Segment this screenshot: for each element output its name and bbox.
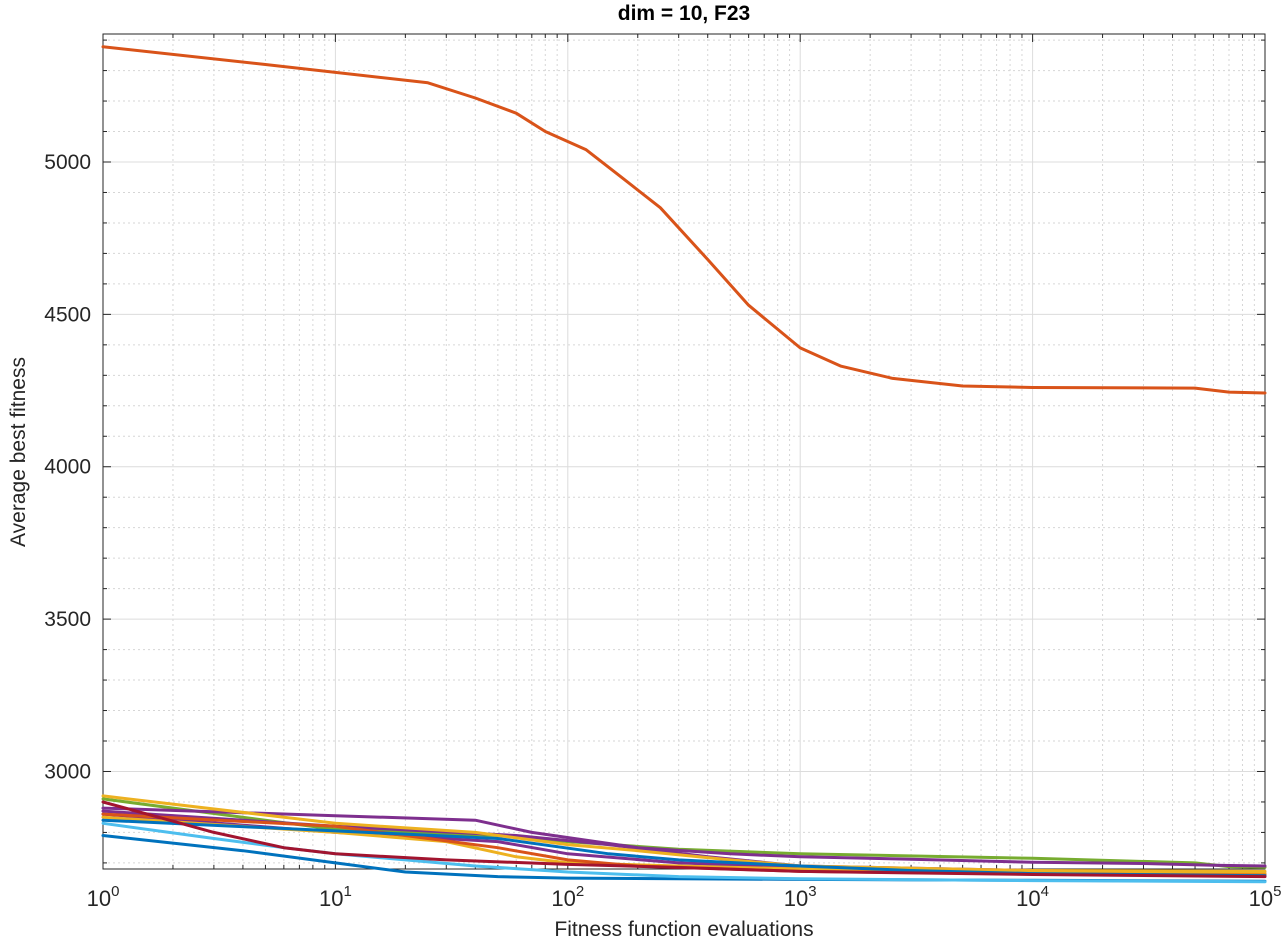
series-line-12 — [101, 800, 1267, 879]
y-tick-label: 3500 — [44, 608, 91, 631]
series-line-1 — [101, 45, 1267, 395]
y-tick-label: 5000 — [44, 151, 91, 174]
x-tick-label: 105 — [1249, 883, 1282, 911]
axis-ticks — [102, 34, 1266, 869]
series-line-11 — [101, 821, 1267, 884]
x-axis-label: Fitness function evaluations — [554, 918, 814, 941]
y-tick-label: 4500 — [44, 303, 91, 326]
series-line-3 — [101, 806, 1267, 868]
series-line-6 — [101, 794, 1267, 873]
grid-lines — [102, 34, 1266, 869]
y-tick-label: 3000 — [44, 760, 91, 783]
y-tick-label: 4000 — [44, 456, 91, 479]
x-tick-label: 103 — [784, 883, 817, 911]
chart-title: dim = 10, F23 — [617, 2, 751, 25]
tick-labels: 100 101 102 103 104 105 3000 3500 4000 4500 5000 — [44, 151, 1281, 911]
x-tick-label: 100 — [87, 883, 120, 911]
x-tick-label: 104 — [1016, 883, 1049, 911]
x-tick-label: 102 — [551, 883, 584, 911]
series-line-2 — [101, 797, 1267, 869]
x-tick-label: 101 — [319, 883, 352, 911]
plot-frame — [102, 33, 1266, 870]
series-lines — [101, 45, 1267, 884]
